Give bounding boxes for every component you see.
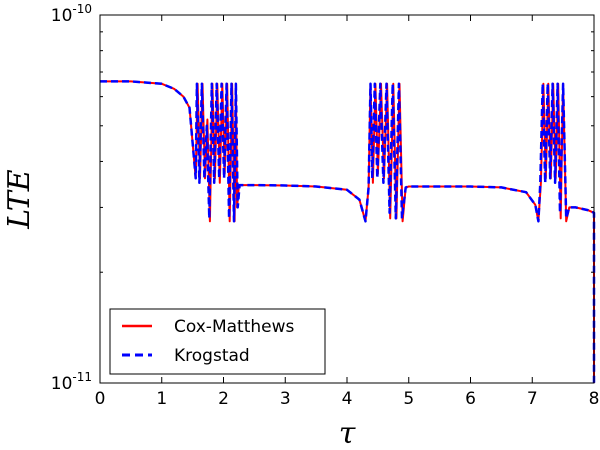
legend-label-cox-matthews: Cox-Matthews xyxy=(174,317,294,337)
x-tick-label: 2 xyxy=(218,389,229,409)
y-tick-label: 10-11 xyxy=(51,370,92,394)
series-layer xyxy=(100,80,596,383)
x-tick-label: 1 xyxy=(156,389,167,409)
legend-label-krogstad: Krogstad xyxy=(174,346,250,366)
x-tick-label: 8 xyxy=(589,389,600,409)
y-tick-label: 10-10 xyxy=(51,2,92,26)
x-axis-title: τ xyxy=(339,416,356,450)
x-tick-label: 0 xyxy=(95,389,106,409)
tick-layer: 0 1 2 3 4 5 6 7 8 10-11 10-10 xyxy=(51,2,600,409)
series-line-krogstad xyxy=(100,80,596,383)
legend-box xyxy=(109,308,326,375)
x-tick-label: 3 xyxy=(280,389,291,409)
legend: Cox-Matthews Krogstad xyxy=(109,308,326,375)
x-tick-label: 6 xyxy=(465,389,476,409)
x-tick-label: 5 xyxy=(403,389,414,409)
x-tick-label: 7 xyxy=(527,389,538,409)
x-tick-label: 4 xyxy=(342,389,353,409)
y-axis-title: LTE xyxy=(2,169,37,229)
